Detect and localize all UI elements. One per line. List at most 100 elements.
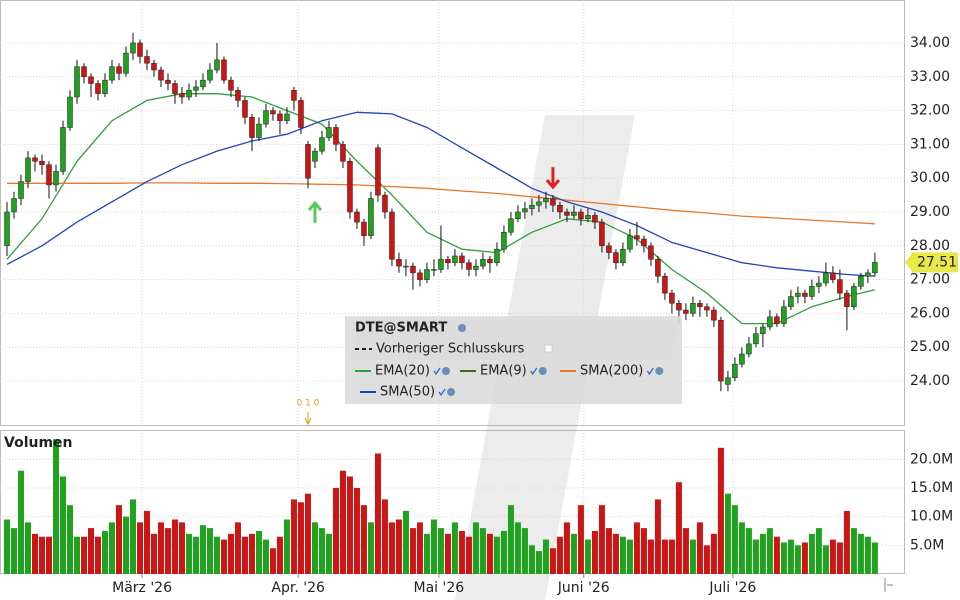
candle-body [683,309,689,314]
y-tick-label: 33.00 [910,69,950,85]
volume-bar [451,522,458,574]
volume-bar [129,499,136,574]
candle-body [67,96,73,128]
volume-bar [73,536,80,574]
volume-bar [423,533,430,574]
candle-body [823,272,829,284]
y-tick-label: 30.00 [910,170,950,186]
candle-body [704,306,710,311]
y-tick-label: 5.0M [910,537,944,553]
volume-bars [3,439,878,574]
volume-bar [332,487,339,574]
candle-body [669,292,675,304]
candle-body [613,252,619,263]
candle-body [53,171,59,186]
y-tick-label: 25.00 [910,339,950,355]
volume-bar [514,522,521,574]
candle-body [592,215,598,223]
candle-body [305,144,311,179]
candle-body [865,272,871,277]
volume-bar [647,539,654,574]
volume-bar [465,536,472,574]
volume-bar [66,505,73,574]
candle-body [46,164,52,186]
candle-body [620,248,626,263]
volume-bar [283,519,290,574]
ma-line [6,111,875,277]
candle-body [298,100,304,128]
candle-body [697,303,703,307]
volume-bar [388,522,395,574]
candle-body [522,208,528,213]
volume-bar [619,536,626,574]
candle-body [368,198,374,236]
candle-body [4,211,10,247]
candle-body [18,181,24,199]
candle-body [648,245,654,260]
last-price-pointer [905,253,912,272]
candle-body [508,218,514,233]
candle-body [403,265,409,268]
candle-body [599,221,605,247]
candle-body [641,238,647,247]
volume-bar [759,533,766,574]
candle-body [732,363,738,378]
candle-body [333,127,339,145]
volume-bar [192,536,199,574]
volume-bar [430,519,437,574]
candle-body [802,292,808,297]
x-tick-label: Apr. '26 [271,580,325,596]
candle-body [767,316,773,328]
volume-bar [325,533,332,574]
volume-bar [17,470,24,574]
volume-bar [80,536,87,574]
candle-body [165,79,171,84]
scroll-icon [884,578,893,592]
candle-body [242,100,248,118]
candle-body [214,59,220,71]
candle-body [417,272,423,280]
candle-body [123,52,129,74]
volume-bar [3,519,10,574]
volume-bar [570,533,577,574]
candle-body [711,309,717,321]
candle-body [424,269,430,280]
volume-bar [108,522,115,574]
volume-bar [822,545,829,574]
candle-body [354,211,360,223]
price-panel [0,0,905,426]
candle-body [158,69,164,81]
volume-bar [367,522,374,574]
candle-body [515,211,521,220]
volume-bar [500,530,507,574]
candle-body [207,69,213,81]
signal-arrow [545,167,561,190]
volume-bar [766,528,773,574]
candle-body [11,198,17,213]
volume-bar [115,505,122,574]
candle-body [74,66,80,98]
volume-bar [745,528,752,574]
volume-bar [122,516,129,574]
volume-bar [724,493,731,574]
volume-bar [171,519,178,574]
volume-bar [612,533,619,574]
candle-body [690,303,696,314]
volume-bar [255,530,262,574]
y-tick-label: 15.0M [910,480,953,496]
candle-body [774,316,780,324]
icon [530,367,538,376]
candle-body [200,79,206,88]
candle-body [606,245,612,253]
volume-bar [640,528,647,574]
candle-body [473,265,479,270]
candle-body [830,272,836,280]
volume-bar [843,510,850,574]
icon [544,344,553,353]
candle-body [858,275,864,287]
volume-bar [402,510,409,574]
icon [655,367,664,375]
volume-bar [24,522,31,574]
candle-body [543,198,549,203]
